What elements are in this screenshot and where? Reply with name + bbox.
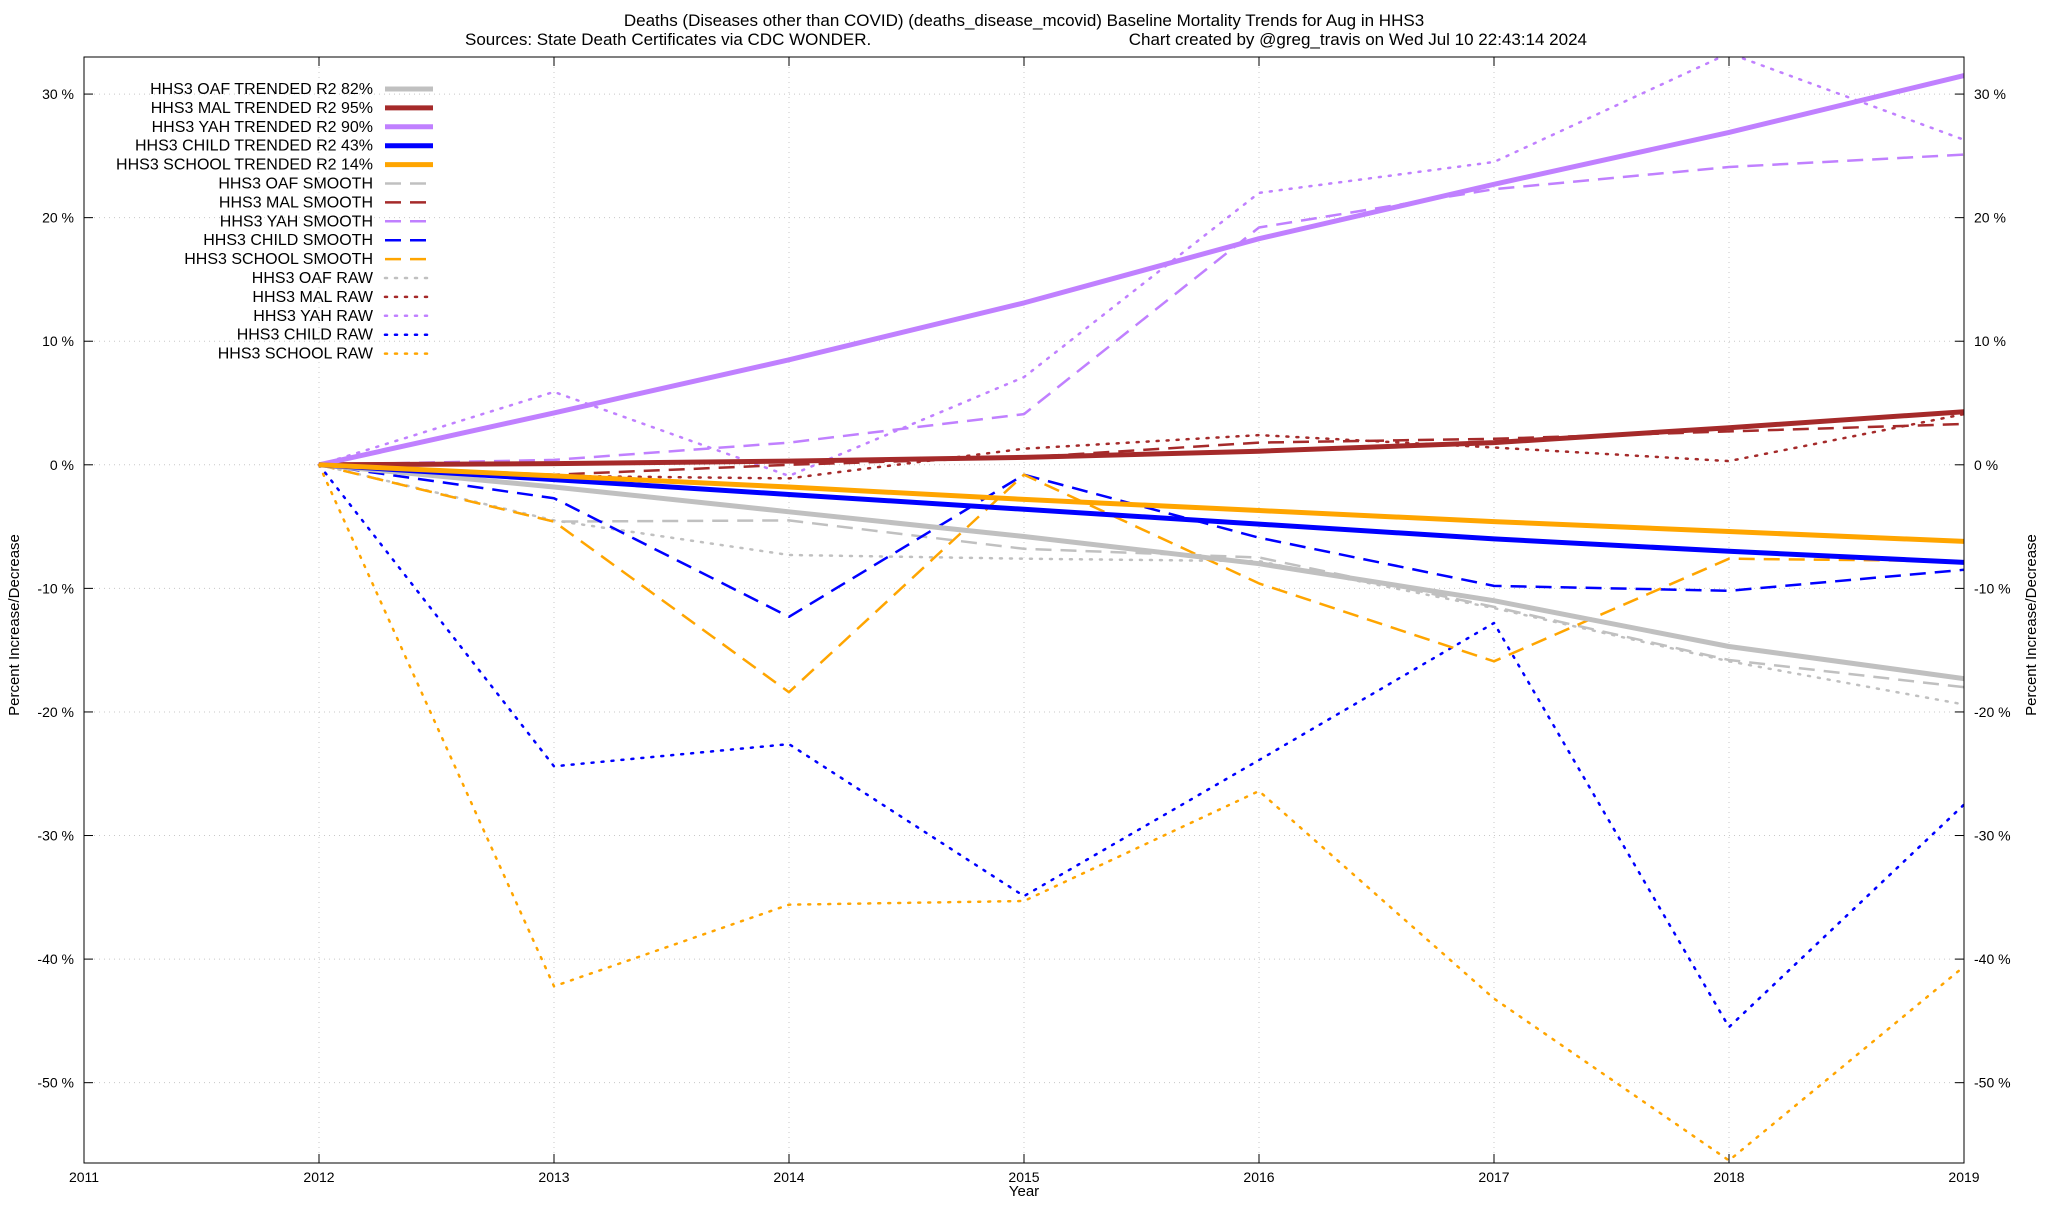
y-tick-label-left: 0 % [50, 457, 74, 473]
chart-title-line1: Deaths (Diseases other than COVID) (deat… [624, 11, 1424, 30]
legend-label: HHS3 YAH TRENDED R2 90% [152, 119, 373, 136]
grid-lines [83, 57, 1965, 1163]
y-axis-label-left: Percent Increase/Decrease [6, 534, 23, 716]
series-line-yah-solid [318, 73, 1964, 468]
y-tick-label-right: -20 % [1974, 704, 2011, 720]
series-line-mal-solid [318, 409, 1964, 468]
legend-label: HHS3 MAL RAW [252, 289, 374, 306]
x-tick-label: 2018 [1713, 1169, 1744, 1185]
legend-label: HHS3 CHILD RAW [237, 327, 374, 344]
x-axis-label: Year [1009, 1183, 1039, 1200]
series-line-child-dot [317, 463, 1964, 1029]
y-tick-label-right: -50 % [1974, 1075, 2011, 1091]
legend-label: HHS3 SCHOOL TRENDED R2 14% [116, 157, 373, 174]
legend-label: HHS3 SCHOOL RAW [218, 346, 374, 363]
y-tick-label-right: 20 % [1974, 210, 2006, 226]
series-line-school-solid [318, 462, 1964, 544]
series-line-yah-dash [318, 153, 1964, 467]
y-tick-label-right: 30 % [1974, 86, 2006, 102]
series-line-oaf-dot [317, 463, 1964, 706]
y-tick-label-right: -30 % [1974, 828, 2011, 844]
x-tick-label: 2015 [1008, 1169, 1039, 1185]
y-tick-label-left: -20 % [37, 704, 74, 720]
legend-label: HHS3 MAL SMOOTH [219, 194, 373, 211]
x-tick-label: 2013 [538, 1169, 569, 1185]
legend-label: HHS3 MAL TRENDED R2 95% [151, 100, 373, 117]
series-line-child-dash [318, 463, 1964, 619]
legend-label: HHS3 OAF SMOOTH [218, 176, 373, 193]
y-tick-label-right: 10 % [1974, 333, 2006, 349]
x-tick-label: 2019 [1948, 1169, 1979, 1185]
y-tick-label-left: -10 % [37, 580, 74, 596]
x-tick-label: 2011 [69, 1169, 99, 1185]
x-tick-label: 2017 [1478, 1169, 1509, 1185]
x-tick-label: 2012 [303, 1169, 334, 1185]
legend-label: HHS3 SCHOOL SMOOTH [184, 251, 373, 268]
x-tick-label: 2014 [773, 1169, 804, 1185]
legend-label: HHS3 CHILD SMOOTH [203, 232, 373, 249]
series-line-oaf-dash [318, 463, 1964, 689]
legend-label: HHS3 YAH RAW [253, 308, 374, 325]
y-tick-label-right: -40 % [1974, 951, 2011, 967]
y-tick-label-left: 10 % [42, 333, 74, 349]
series-line-school-dash [318, 463, 1964, 694]
y-tick-label-right: 0 % [1974, 457, 1998, 473]
series-line-mal-dash [318, 422, 1964, 476]
y-tick-label-left: -50 % [37, 1075, 74, 1091]
series-line-mal-dot [317, 412, 1964, 480]
y-tick-label-left: 20 % [42, 210, 74, 226]
x-tick-label: 2016 [1243, 1169, 1274, 1185]
y-tick-label-right: -10 % [1974, 580, 2011, 596]
chart-title-line2-right: Chart created by @greg_travis on Wed Jul… [1129, 30, 1587, 49]
legend: HHS3 OAF TRENDED R2 82% HHS3 MAL TRENDED … [116, 81, 435, 363]
series-line-oaf-solid [318, 462, 1964, 682]
y-tick-label-left: -30 % [37, 828, 74, 844]
series-line-child-solid [318, 462, 1964, 565]
y-tick-label-left: -40 % [37, 951, 74, 967]
legend-label: HHS3 CHILD TRENDED R2 43% [135, 138, 373, 155]
legend-label: HHS3 OAF RAW [252, 270, 374, 287]
series-line-school-dot [317, 463, 1964, 1162]
axis-ticks: 30 % 30 % 20 % 20 % 10 % 10 % 0 % 0 % -10 % -10 %… [37, 57, 2011, 1185]
series-lines [317, 57, 1964, 1162]
y-axis-label-right: Percent Increase/Decrease [2023, 534, 2040, 716]
series-line-yah-dot [317, 57, 1964, 478]
legend-label: HHS3 YAH SMOOTH [220, 213, 373, 230]
y-tick-label-left: 30 % [42, 86, 74, 102]
chart-title-line2-left: Sources: State Death Certificates via CD… [465, 30, 871, 49]
legend-label: HHS3 OAF TRENDED R2 82% [150, 81, 373, 98]
